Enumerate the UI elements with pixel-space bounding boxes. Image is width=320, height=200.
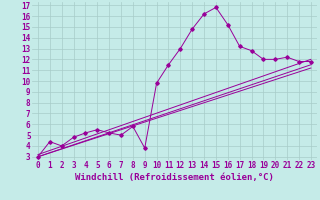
X-axis label: Windchill (Refroidissement éolien,°C): Windchill (Refroidissement éolien,°C) bbox=[75, 173, 274, 182]
